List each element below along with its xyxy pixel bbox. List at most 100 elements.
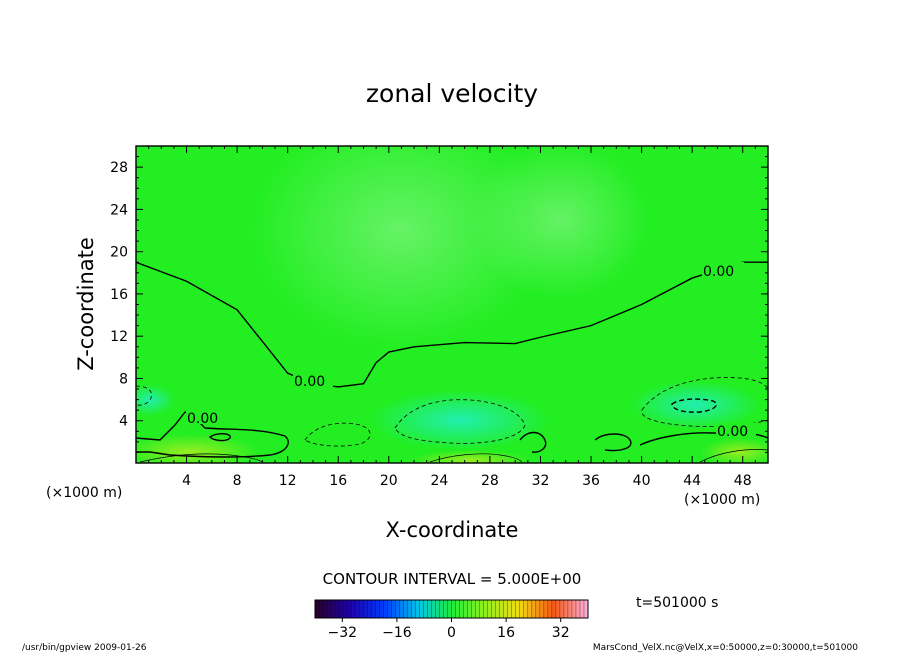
colorbar-swatch bbox=[491, 600, 497, 618]
x-axis-unit-right: (×1000 m) bbox=[684, 492, 760, 508]
colorbar-swatch bbox=[563, 600, 569, 618]
colorbar-swatch bbox=[343, 600, 348, 618]
colorbar-swatch bbox=[543, 600, 549, 618]
colorbar-swatch bbox=[443, 600, 448, 618]
colorbar-swatch bbox=[515, 600, 521, 618]
colorbar-tick-label: 16 bbox=[497, 625, 515, 641]
colorbar-swatch bbox=[403, 600, 408, 618]
colorbar-swatch bbox=[335, 600, 340, 618]
colorbar-swatch bbox=[463, 600, 469, 618]
plot-area bbox=[136, 146, 768, 463]
colorbar-tick-label: 0 bbox=[447, 625, 456, 641]
y-tick-label: 12 bbox=[110, 329, 128, 345]
x-tick-label: 40 bbox=[633, 473, 651, 489]
colorbar-swatch bbox=[439, 600, 444, 618]
colorbar-swatch bbox=[407, 600, 412, 618]
colorbar-swatch bbox=[375, 600, 380, 618]
colorbar-swatch bbox=[319, 600, 324, 618]
colorbar-swatch bbox=[479, 600, 485, 618]
colorbar-swatch bbox=[427, 600, 432, 618]
colorbar-swatch bbox=[355, 600, 360, 618]
colorbar-swatch bbox=[483, 600, 489, 618]
colorbar-swatch bbox=[495, 600, 501, 618]
colorbar-swatch bbox=[507, 600, 513, 618]
field-cyan-region bbox=[136, 384, 175, 416]
colorbar-swatch bbox=[347, 600, 352, 618]
positive-contour bbox=[139, 453, 263, 463]
colorbar-swatch bbox=[323, 600, 328, 618]
colorbar bbox=[314, 600, 589, 618]
positive-contour bbox=[429, 453, 523, 463]
x-axis-title: X-coordinate bbox=[386, 518, 519, 542]
zero-contour-lower bbox=[208, 433, 231, 442]
x-tick-label: 36 bbox=[582, 473, 600, 489]
x-axis-unit-left: (×1000 m) bbox=[46, 485, 122, 501]
zero-contour-line bbox=[136, 261, 768, 388]
field-light-region bbox=[470, 146, 650, 300]
colorbar-tick-label: −32 bbox=[328, 625, 358, 641]
colorbar-swatch bbox=[451, 600, 457, 618]
colorbar-swatch bbox=[391, 600, 396, 618]
colorbar-swatch bbox=[555, 600, 561, 618]
colorbar-swatch bbox=[379, 600, 384, 618]
colorbar-swatch bbox=[447, 600, 452, 618]
x-tick-label: 20 bbox=[380, 473, 398, 489]
footer-left: /usr/bin/gpview 2009-01-26 bbox=[22, 643, 147, 653]
field-cyan-region bbox=[630, 381, 760, 429]
field-yellow-region bbox=[136, 434, 260, 463]
contour-interval: CONTOUR INTERVAL = 5.000E+00 bbox=[323, 570, 582, 588]
colorbar-swatch bbox=[331, 600, 336, 618]
y-tick-label: 28 bbox=[110, 160, 128, 176]
colorbar-swatch bbox=[471, 600, 477, 618]
colorbar-swatch bbox=[567, 600, 573, 618]
colorbar-swatch bbox=[579, 600, 585, 618]
contour-label-zero: 0.00 bbox=[703, 264, 734, 280]
contour-label-zero: 0.00 bbox=[294, 374, 325, 390]
colorbar-swatch bbox=[511, 600, 517, 618]
colorbar-swatch bbox=[535, 600, 541, 618]
x-tick-label: 32 bbox=[532, 473, 550, 489]
colorbar-swatch bbox=[351, 600, 356, 618]
x-axis: 4 8 12 16 20 24 28 32 36 40 44 48 bbox=[148, 146, 756, 489]
x-tick-label: 24 bbox=[430, 473, 448, 489]
colorbar-swatch bbox=[395, 600, 400, 618]
x-tick-label: 8 bbox=[233, 473, 242, 489]
y-axis: 4 8 12 16 20 24 28 bbox=[110, 156, 768, 453]
colorbar-swatch bbox=[503, 600, 509, 618]
colorbar-swatch bbox=[547, 600, 553, 618]
colorbar-swatch bbox=[551, 600, 557, 618]
x-tick-label: 44 bbox=[683, 473, 701, 489]
y-axis-title: Z-coordinate bbox=[74, 237, 98, 371]
colorbar-swatch bbox=[475, 600, 481, 618]
negative-contour bbox=[394, 399, 526, 444]
colorbar-swatch bbox=[527, 600, 533, 618]
colorbar-swatch bbox=[419, 600, 424, 618]
field-cyan-region bbox=[370, 390, 550, 450]
negative-contour bbox=[136, 385, 153, 406]
contour-label-zero: 0.00 bbox=[187, 411, 218, 427]
negative-contour bbox=[641, 377, 768, 428]
zero-contour-lower bbox=[519, 431, 547, 453]
x-tick-label: 16 bbox=[329, 473, 347, 489]
colorbar-swatch bbox=[575, 600, 581, 618]
colorbar-swatch bbox=[487, 600, 493, 618]
colorbar-swatch bbox=[315, 600, 320, 618]
colorbar-swatch bbox=[339, 600, 344, 618]
zero-contour-lower bbox=[594, 433, 632, 452]
y-tick-label: 20 bbox=[110, 245, 128, 261]
colorbar-swatch bbox=[371, 600, 376, 618]
field-yellow-region bbox=[700, 438, 768, 463]
colorbar-swatch bbox=[415, 600, 420, 618]
colorbar-swatch bbox=[423, 600, 428, 618]
colorbar-swatch bbox=[519, 600, 525, 618]
colorbar-swatch bbox=[383, 600, 388, 618]
footer-right: MarsCond_VelX.nc@VelX,x=0:50000,z=0:3000… bbox=[593, 643, 858, 653]
colorbar-swatch bbox=[523, 600, 529, 618]
chart-title: zonal velocity bbox=[366, 79, 538, 108]
colorbar-tick-label: 32 bbox=[552, 625, 570, 641]
colorbar-swatch bbox=[571, 600, 577, 618]
colorbar-swatch bbox=[583, 600, 589, 618]
negative-contour bbox=[304, 422, 371, 447]
colorbar-swatch bbox=[399, 600, 404, 618]
